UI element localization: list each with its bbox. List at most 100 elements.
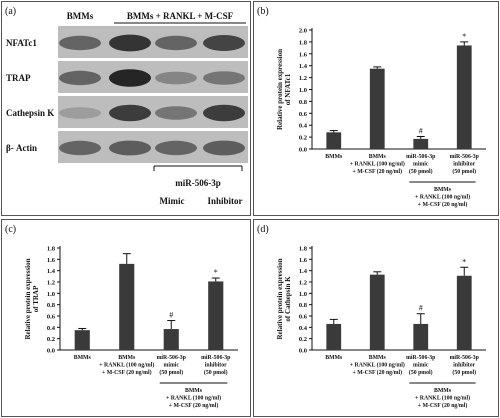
x-tick-label: (50 pmol) — [409, 168, 433, 175]
y-tick-label: 1.2 — [47, 280, 55, 287]
bracket-label: + M-CSF (20 ng/ml) — [169, 402, 219, 409]
bracket-label: + RANKL (100 ng/ml) — [415, 194, 470, 201]
header-treatment: BMMs + RANKL + M-CSF — [127, 11, 234, 21]
blot-svg: (a) BMMs BMMs + RANKL + M-CSF NFATc1 TRAP… — [5, 6, 248, 206]
x-tick-label: inhibitor — [453, 162, 475, 168]
bar — [119, 263, 135, 350]
y-tick-label: 1.6 — [299, 257, 308, 264]
x-tick-label: miR-506-3p — [450, 355, 479, 361]
x-tick-label: miR-506-3p — [406, 154, 435, 160]
bar — [74, 330, 90, 350]
blot-band — [203, 104, 245, 122]
panel-d-label: (d) — [257, 224, 269, 235]
y-tick-label: 1.4 — [299, 63, 308, 70]
x-tick-label: miR-506-3p — [201, 355, 230, 361]
blot-band — [155, 71, 197, 85]
y-tick-label: 0.6 — [299, 314, 308, 321]
blot-row-label: Cathepsin K — [6, 108, 54, 118]
y-tick-label: 0.8 — [47, 302, 56, 309]
y-tick-label: 0.6 — [47, 314, 56, 321]
bracket-label: BMMs — [434, 388, 452, 394]
y-tick-label: 0.2 — [47, 336, 55, 343]
bracket-label: BMMs — [185, 388, 203, 394]
bracket-label: + M-CSF (20 ng/ml) — [418, 402, 468, 409]
x-tick-label: + RANKL (100 ng/ml) — [350, 161, 405, 168]
x-tick-label: mimic — [164, 363, 180, 369]
x-tick-label: + M-CSF (20 ng/ml) — [352, 369, 402, 376]
header-bmms: BMMs — [67, 11, 94, 21]
significance-mark: # — [169, 311, 173, 320]
blot-band — [155, 106, 197, 120]
y-tick-label: 0.8 — [299, 302, 308, 309]
bracket-label: BMMs — [434, 187, 452, 193]
x-tick-label: (50 pmol) — [452, 369, 476, 376]
bar — [456, 45, 472, 149]
chart-d-svg: (d) 0.0 0.2 0.4 0.6 0.8 1.0 1.2 1.4 1.6 1.8 Relati… — [257, 224, 486, 409]
x-tick-label: miR-506-3p — [450, 154, 479, 160]
y-tick-label: 1.4 — [299, 268, 308, 275]
x-tick-label: BMMs — [369, 154, 387, 160]
blot-band — [109, 140, 151, 156]
y-tick-label: 1.0 — [47, 291, 55, 298]
bar — [456, 275, 472, 350]
panel-b-label: (b) — [257, 6, 269, 17]
blot-band — [203, 140, 245, 156]
bar — [369, 68, 385, 149]
panel-b-nfatc1-chart: (b) 0.0 0.2 0.4 0.6 0.8 1.0 1.2 1.4 1.6 1.8 2.0 Rel… — [253, 1, 499, 216]
x-tick-label: mimic — [413, 363, 429, 369]
bracket-label: + RANKL (100 ng/ml) — [415, 395, 470, 402]
x-tick-label: (50 pmol) — [159, 369, 183, 376]
y-tick-label: 0.0 — [47, 348, 55, 355]
x-tick-label: BMMs — [118, 355, 136, 361]
bar — [413, 138, 429, 149]
y-tick-label: 1.6 — [47, 257, 56, 264]
significance-mark: # — [419, 127, 423, 136]
panel-a-western-blot: (a) BMMs BMMs + RANKL + M-CSF NFATc1 TRAP… — [1, 1, 251, 216]
blot-band — [59, 35, 101, 51]
x-tick-label: miR-506-3p — [157, 355, 186, 361]
y-tick-label: 0.6 — [299, 111, 308, 118]
x-tick-label: inhibitor — [205, 363, 227, 369]
y-axis-label: Relative protein expressionof NFATc1 — [276, 49, 292, 130]
y-tick-label: 0.8 — [299, 99, 308, 106]
bar — [326, 323, 342, 350]
chart-c-svg: (c) 0.0 0.2 0.4 0.6 0.8 1.0 1.2 1.4 1.6 1.8 Relati… — [5, 224, 238, 409]
x-tick-label: + M-CSF (20 ng/ml) — [352, 168, 402, 175]
blot-band — [155, 35, 197, 51]
panel-c-trap-chart: (c) 0.0 0.2 0.4 0.6 0.8 1.0 1.2 1.4 1.6 1.8 Relati… — [1, 219, 251, 417]
x-tick-label: + RANKL (100 ng/ml) — [350, 362, 405, 369]
blot-band — [155, 140, 197, 156]
significance-mark: * — [462, 32, 466, 41]
x-tick-label: inhibitor — [453, 363, 475, 369]
y-tick-label: 1.8 — [299, 246, 308, 253]
blot-band — [59, 70, 101, 86]
x-tick-label: (50 pmol) — [204, 369, 228, 376]
bar — [369, 274, 385, 350]
blot-band — [109, 104, 151, 122]
y-tick-label: 0.4 — [47, 325, 56, 332]
x-tick-label: BMMs — [74, 355, 92, 361]
x-tick-label: (50 pmol) — [452, 168, 476, 175]
x-tick-label: miR-506-3p — [406, 355, 435, 361]
y-tick-label: 1.2 — [299, 75, 307, 82]
y-tick-label: 1.2 — [299, 280, 307, 287]
bar — [413, 323, 429, 350]
significance-mark: * — [214, 268, 218, 277]
blot-band — [109, 69, 151, 87]
y-tick-label: 0.0 — [299, 147, 307, 154]
x-tick-label: BMMs — [325, 154, 343, 160]
inhibitor-label: Inhibitor — [207, 196, 242, 206]
panel-d-cathepsin-chart: (d) 0.0 0.2 0.4 0.6 0.8 1.0 1.2 1.4 1.6 1.8 Relati… — [253, 219, 499, 417]
blot-band — [59, 140, 101, 156]
bar — [208, 281, 224, 350]
y-axis-label: Relative protein expressionof TRAP — [24, 258, 40, 339]
y-axis-label: Relative protein expressionof Cathepsin … — [276, 258, 292, 339]
y-tick-label: 0.0 — [299, 348, 307, 355]
y-tick-label: 1.0 — [299, 291, 307, 298]
blot-band — [59, 107, 101, 119]
mir-label: miR-506-3p — [175, 178, 221, 188]
bracket-label: + RANKL (100 ng/ml) — [166, 395, 221, 402]
y-tick-label: 1.4 — [47, 268, 56, 275]
y-tick-label: 0.2 — [299, 135, 307, 142]
y-tick-label: 2.0 — [299, 28, 307, 35]
